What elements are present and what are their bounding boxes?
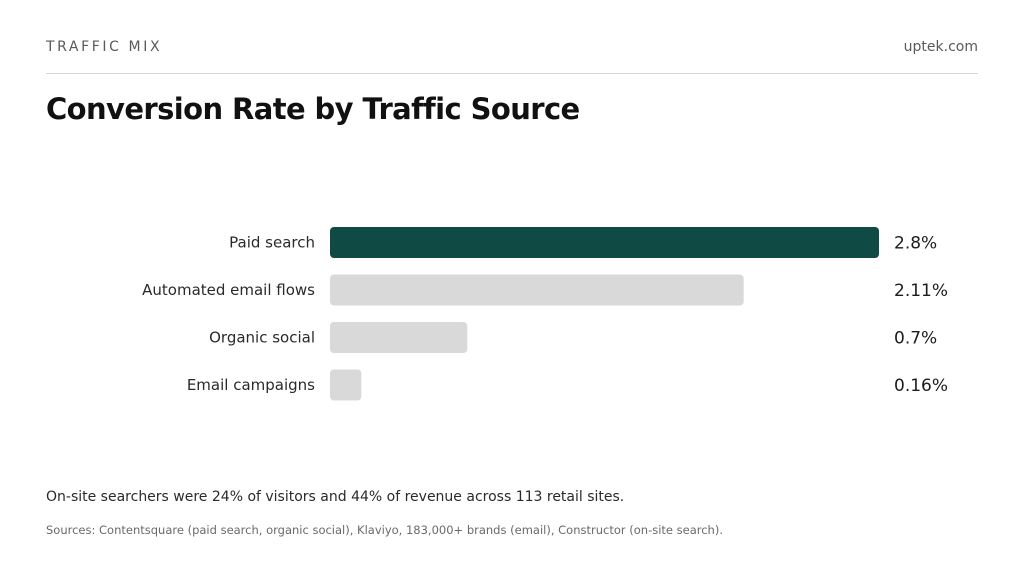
category-label: Email campaigns (187, 376, 315, 394)
header-divider (46, 73, 978, 74)
brand-link[interactable]: uptek.com (903, 39, 978, 55)
value-label: 2.8% (894, 234, 937, 254)
value-label: 0.16% (894, 376, 948, 396)
category-label: Organic social (209, 329, 315, 347)
bar-paid-search (330, 227, 879, 258)
bar-email-campaigns (330, 369, 362, 401)
bar-automated-email-flows (330, 274, 744, 306)
value-label: 2.11% (894, 281, 948, 301)
sources-text: Sources: Contentsquare (paid search, org… (46, 523, 723, 537)
category-label: Automated email flows (142, 281, 315, 299)
value-label: 0.7% (894, 329, 937, 349)
category-label: Paid search (229, 234, 315, 252)
chart-title: Conversion Rate by Traffic Source (46, 92, 580, 126)
bar-organic-social (330, 322, 468, 353)
footnote: On-site searchers were 24% of visitors a… (46, 489, 625, 505)
section-kicker: TRAFFIC MIX (46, 39, 163, 55)
